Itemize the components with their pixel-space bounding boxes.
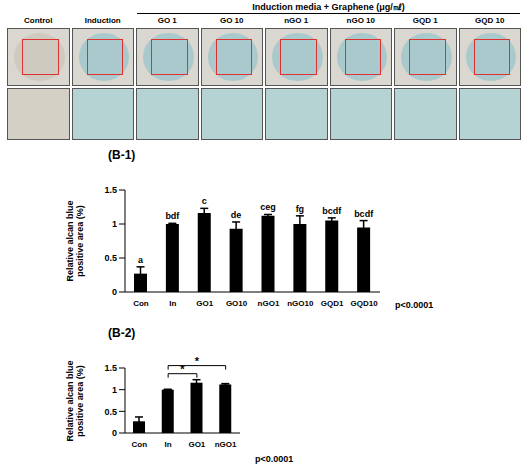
svg-text:de: de bbox=[231, 210, 242, 220]
svg-text:Con: Con bbox=[133, 299, 149, 308]
html-text:GO 1: GO 1 bbox=[157, 16, 177, 25]
html-text:GO 10: GO 10 bbox=[220, 16, 244, 25]
html-text:GQD 10: GQD 10 bbox=[475, 16, 505, 25]
html-text:p<0.0001: p<0.0001 bbox=[395, 300, 434, 310]
svg-text:In: In bbox=[169, 299, 176, 308]
html-text:Induction media + Graphene (μg: Induction media + Graphene (μg/㎖) bbox=[252, 2, 405, 12]
svg-text:bcdf: bcdf bbox=[354, 209, 374, 219]
svg-text:1: 1 bbox=[112, 219, 117, 229]
svg-text:1.5: 1.5 bbox=[104, 363, 117, 373]
html-text:(B-2): (B-2) bbox=[108, 326, 136, 340]
svg-text:a: a bbox=[138, 255, 144, 265]
svg-text:1.5: 1.5 bbox=[104, 185, 117, 195]
html-text:GQD 1: GQD 1 bbox=[412, 16, 438, 25]
svg-text:0.5: 0.5 bbox=[104, 407, 117, 417]
svg-text:GO1: GO1 bbox=[188, 440, 205, 449]
svg-text:GO10: GO10 bbox=[226, 299, 248, 308]
svg-text:GQD1: GQD1 bbox=[321, 299, 344, 308]
svg-text:0.5: 0.5 bbox=[104, 253, 117, 263]
html-text:p<0.0001: p<0.0001 bbox=[255, 454, 294, 464]
svg-text:GO1: GO1 bbox=[196, 299, 213, 308]
html-text:(B-1): (B-1) bbox=[108, 148, 136, 162]
svg-text:*: * bbox=[195, 355, 200, 367]
svg-text:0: 0 bbox=[112, 287, 117, 297]
svg-text:0: 0 bbox=[112, 428, 117, 438]
svg-text:nGO1: nGO1 bbox=[258, 299, 280, 308]
html-text:nGO 10: nGO 10 bbox=[346, 16, 375, 25]
svg-text:ceg: ceg bbox=[260, 202, 276, 212]
html-text:Relative alcan blue positive a: Relative alcan blue positive area (%) bbox=[65, 200, 85, 282]
svg-text:c: c bbox=[202, 196, 207, 206]
svg-text:In: In bbox=[165, 440, 172, 449]
svg-text:Con: Con bbox=[132, 440, 148, 449]
svg-text:*: * bbox=[180, 363, 185, 375]
svg-text:fg: fg bbox=[296, 204, 305, 214]
svg-text:bdf: bdf bbox=[165, 211, 180, 221]
html-text:Control: Control bbox=[24, 16, 53, 25]
svg-text:GQD10: GQD10 bbox=[351, 299, 379, 308]
svg-text:bcdf: bcdf bbox=[322, 206, 342, 216]
html-text:Relative alcan blue positive a: Relative alcan blue positive area (%) bbox=[65, 360, 85, 441]
html-text:nGO 1: nGO 1 bbox=[284, 16, 309, 25]
svg-text:nGO1: nGO1 bbox=[215, 440, 237, 449]
svg-text:nGO10: nGO10 bbox=[287, 299, 314, 308]
html-text:Induction: Induction bbox=[84, 16, 121, 25]
svg-text:1: 1 bbox=[112, 385, 117, 395]
